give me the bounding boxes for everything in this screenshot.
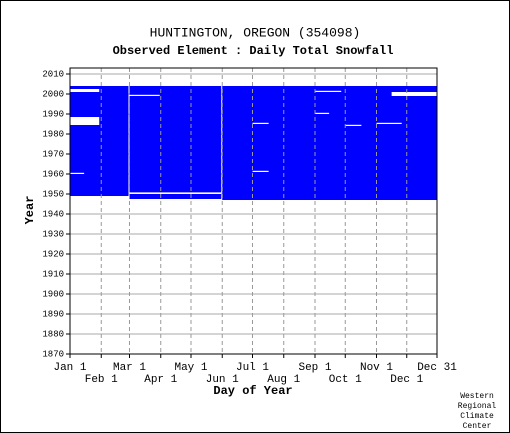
missing-block: [129, 192, 222, 194]
y-tick-label: 1980: [42, 129, 64, 139]
x-tick-label: Dec 31: [417, 362, 457, 374]
x-tick-label: Feb 1: [85, 374, 118, 386]
missing-block: [315, 112, 330, 114]
x-tick-label: Jun 1: [206, 374, 239, 386]
missing-block: [129, 94, 160, 96]
y-tick-label: 1910: [42, 269, 64, 279]
observed-block: [129, 86, 222, 199]
y-tick-label: 1890: [42, 309, 64, 319]
x-tick-label: Jul 1: [236, 362, 269, 374]
y-tick-label: 1940: [42, 209, 64, 219]
y-tick-label: 1990: [42, 109, 64, 119]
y-tick-label: 1970: [42, 149, 64, 159]
y-tick-label: 1960: [42, 169, 64, 179]
y-tick-label: 1920: [42, 249, 64, 259]
y-axis-label: Year: [23, 196, 37, 225]
x-tick-label: Sep 1: [298, 362, 331, 374]
missing-block: [70, 117, 100, 125]
credit: Regional: [458, 402, 497, 411]
y-tick-label: 1930: [42, 229, 64, 239]
missing-block: [252, 122, 269, 124]
y-tick-label: 1950: [42, 189, 64, 199]
chart-subtitle: Observed Element : Daily Total Snowfall: [113, 44, 394, 58]
x-tick-label: Oct 1: [329, 374, 362, 386]
x-tick-label: Jan 1: [53, 362, 86, 374]
y-tick-label: 1880: [42, 329, 64, 339]
x-tick-label: Nov 1: [360, 362, 393, 374]
missing-block: [70, 89, 100, 92]
missing-block: [70, 172, 85, 174]
y-tick-label: 1870: [42, 349, 64, 359]
y-tick-label: 1900: [42, 289, 64, 299]
credit: Center: [463, 422, 492, 431]
x-tick-label: May 1: [174, 362, 207, 374]
credit: Climate: [460, 412, 494, 421]
y-tick-label: 2010: [42, 69, 64, 79]
missing-block: [376, 122, 402, 124]
missing-block: [252, 170, 269, 172]
chart-title: HUNTINGTON, OREGON (354098): [150, 25, 361, 40]
plot-frame: [69, 67, 438, 355]
x-tick-label: Aug 1: [267, 374, 300, 386]
credit: Western: [460, 392, 494, 401]
x-tick-label: Apr 1: [144, 374, 177, 386]
missing-block: [315, 90, 342, 92]
observed-block: [70, 86, 129, 196]
x-tick-label: Dec 1: [390, 374, 423, 386]
x-tick-label: Mar 1: [113, 362, 146, 374]
missing-block: [391, 92, 437, 96]
missing-block: [345, 124, 362, 126]
y-tick-label: 2000: [42, 89, 64, 99]
observed-block: [222, 86, 437, 200]
x-axis-label: Day of Year: [213, 384, 292, 398]
